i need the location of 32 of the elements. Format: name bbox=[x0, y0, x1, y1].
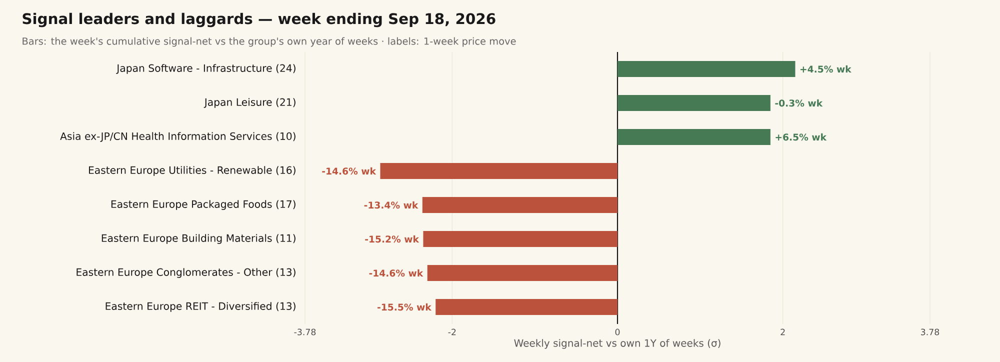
x-tick-label: 0 bbox=[615, 328, 620, 336]
x-axis-title: Weekly signal-net vs own 1Y of weeks (σ) bbox=[514, 339, 720, 349]
bar bbox=[618, 61, 796, 78]
bar bbox=[423, 231, 618, 248]
y-tick-label: Japan Leisure (21) bbox=[204, 98, 296, 108]
bar bbox=[618, 95, 770, 112]
annotation: -15.5% wk bbox=[378, 303, 432, 311]
chart-subtitle: Bars: the week's cumulative signal-net vs the group's own year of weeks · labels: 1-week price move bbox=[22, 37, 516, 47]
y-tick-label: Asia ex-JP/CN Health Information Services (10) bbox=[60, 132, 296, 142]
x-tick-label: -2 bbox=[448, 328, 456, 336]
bar bbox=[422, 197, 618, 214]
bar bbox=[427, 265, 618, 282]
annotation: +6.5% wk bbox=[776, 133, 827, 141]
annotation: -0.3% wk bbox=[775, 99, 823, 107]
annotation: -13.4% wk bbox=[364, 201, 418, 209]
x-tick-label: -3.78 bbox=[294, 328, 316, 336]
y-tick-label: Eastern Europe REIT - Diversified (13) bbox=[106, 302, 296, 312]
bar bbox=[436, 299, 618, 316]
annotation: -15.2% wk bbox=[365, 235, 420, 243]
annotation: +4.5% wk bbox=[800, 65, 852, 73]
annotation: -14.6% wk bbox=[369, 269, 424, 277]
chart-title: Signal leaders and laggards — week ending Sep 18, 2026 bbox=[22, 12, 496, 28]
x-tick-label: 3.78 bbox=[921, 328, 940, 336]
y-tick-label: Eastern Europe Packaged Foods (17) bbox=[111, 200, 296, 210]
y-tick-label: Japan Software - Infrastructure (24) bbox=[116, 64, 296, 74]
x-tick-label: 2 bbox=[780, 328, 785, 336]
bar bbox=[380, 163, 618, 180]
y-tick-label: Eastern Europe Conglomerates - Other (13) bbox=[76, 268, 296, 278]
y-tick-label: Eastern Europe Building Materials (11) bbox=[102, 234, 296, 244]
annotation: -14.6% wk bbox=[322, 167, 376, 175]
bar bbox=[618, 129, 770, 146]
y-tick-label: Eastern Europe Utilities - Renewable (16) bbox=[88, 166, 296, 176]
